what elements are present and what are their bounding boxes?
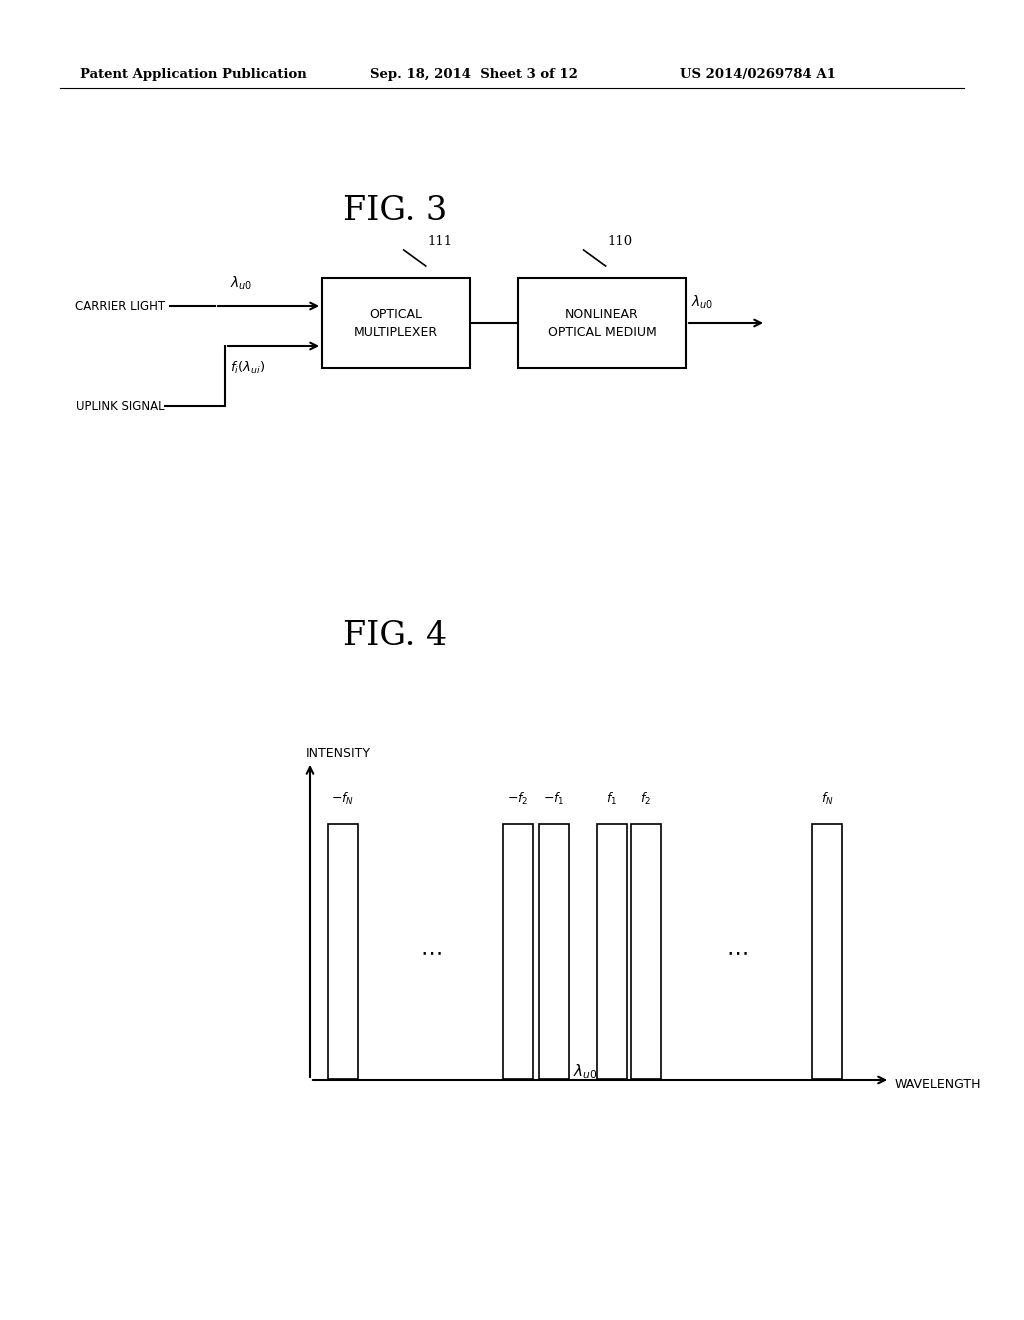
Text: $f_1$: $f_1$ bbox=[606, 791, 617, 807]
Bar bbox=[322, 279, 470, 368]
Bar bbox=[328, 824, 358, 1078]
Text: CARRIER LIGHT: CARRIER LIGHT bbox=[75, 300, 165, 313]
Text: $f_i(\lambda_{ui})$: $f_i(\lambda_{ui})$ bbox=[230, 360, 265, 376]
Text: $\cdots$: $\cdots$ bbox=[420, 941, 441, 964]
Text: $f_2$: $f_2$ bbox=[640, 791, 651, 807]
Text: $\lambda_{u0}$: $\lambda_{u0}$ bbox=[230, 275, 253, 292]
Bar bbox=[518, 279, 686, 368]
Text: $\lambda_{u0}$: $\lambda_{u0}$ bbox=[572, 1063, 597, 1081]
Text: $\cdots$: $\cdots$ bbox=[726, 941, 748, 964]
Text: $-f_1$: $-f_1$ bbox=[543, 791, 565, 807]
Text: 110: 110 bbox=[607, 235, 633, 248]
Text: INTENSITY: INTENSITY bbox=[305, 747, 371, 760]
Text: Sep. 18, 2014  Sheet 3 of 12: Sep. 18, 2014 Sheet 3 of 12 bbox=[370, 69, 578, 81]
Bar bbox=[503, 824, 534, 1078]
Text: Patent Application Publication: Patent Application Publication bbox=[80, 69, 307, 81]
Text: $f_N$: $f_N$ bbox=[820, 791, 834, 807]
Text: UPLINK SIGNAL: UPLINK SIGNAL bbox=[77, 400, 165, 412]
Text: OPTICAL
MULTIPLEXER: OPTICAL MULTIPLEXER bbox=[354, 308, 438, 338]
Bar bbox=[597, 824, 627, 1078]
Text: FIG. 4: FIG. 4 bbox=[343, 620, 447, 652]
Text: NONLINEAR
OPTICAL MEDIUM: NONLINEAR OPTICAL MEDIUM bbox=[548, 308, 656, 338]
Text: $-f_2$: $-f_2$ bbox=[507, 791, 528, 807]
Text: 111: 111 bbox=[428, 235, 453, 248]
Text: WAVELENGTH: WAVELENGTH bbox=[895, 1077, 981, 1090]
Text: US 2014/0269784 A1: US 2014/0269784 A1 bbox=[680, 69, 836, 81]
Bar bbox=[812, 824, 842, 1078]
Text: $-f_N$: $-f_N$ bbox=[332, 791, 354, 807]
Text: $\lambda_{u0}$: $\lambda_{u0}$ bbox=[691, 293, 714, 312]
Text: FIG. 3: FIG. 3 bbox=[343, 195, 447, 227]
Bar bbox=[539, 824, 569, 1078]
Bar bbox=[631, 824, 662, 1078]
